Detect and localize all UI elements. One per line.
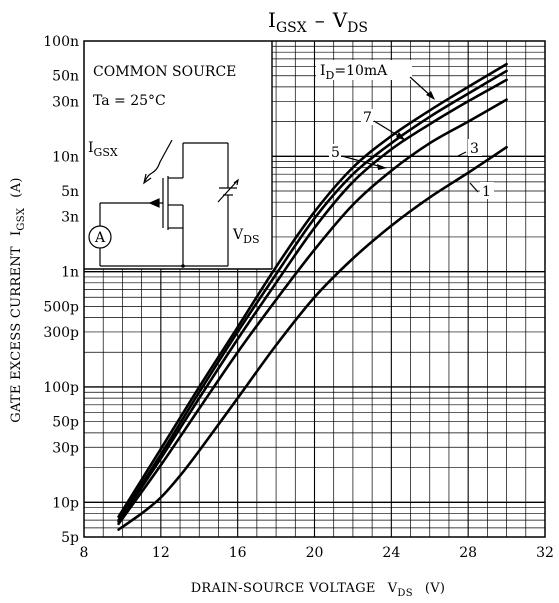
- inset-temperature: Ta = 25°C: [93, 93, 166, 109]
- variable-arrow: [217, 179, 239, 203]
- ground-node: [181, 264, 185, 268]
- series-line-3: [117, 98, 508, 526]
- leader-5: [341, 155, 383, 168]
- x-tick-label: 16: [229, 545, 247, 561]
- curve-label-10ma: ID=10mA: [320, 63, 388, 82]
- x-tick-label: 24: [382, 545, 400, 561]
- inset-vds-label: VDS: [232, 227, 259, 246]
- curve-label-3: 3: [470, 141, 479, 157]
- x-axis-label: DRAIN-SOURCE VOLTAGE VDS (V): [191, 581, 446, 599]
- y-tick-label: 5n: [61, 184, 79, 200]
- x-tick-label: 20: [306, 545, 324, 561]
- x-tick-label: 28: [459, 545, 477, 561]
- label-1-background: [480, 182, 494, 199]
- y-tick-label: 100p: [43, 380, 79, 396]
- label-5-background: [329, 144, 341, 160]
- x-tick-label: 8: [80, 545, 89, 561]
- leader-7-arrow: [396, 132, 406, 141]
- circuit-schematic: [88, 139, 239, 267]
- label-10ma-background: [316, 60, 412, 80]
- x-tick-label: 32: [536, 545, 554, 561]
- label-7-background: [361, 109, 373, 125]
- y-tick-label: 300p: [43, 325, 79, 341]
- y-tick-label: 3n: [61, 210, 79, 226]
- major-grid: [84, 41, 545, 537]
- series-line-7: [117, 69, 508, 522]
- y-tick-label: 50p: [52, 415, 79, 431]
- x-tick-label: 12: [152, 545, 170, 561]
- series-line-10ma: [117, 62, 508, 518]
- inset-common-source: COMMON SOURCE: [93, 64, 236, 80]
- series-line-5: [117, 78, 508, 523]
- inset-igsx-label: IGSX: [88, 140, 118, 159]
- curve-label-5: 5: [331, 145, 340, 161]
- y-tick-label: 100n: [43, 34, 79, 50]
- y-tick-label: 10p: [52, 495, 79, 511]
- y-tick-label: 30p: [52, 440, 79, 456]
- y-tick-label: 50n: [52, 69, 79, 85]
- series-lines: [117, 62, 508, 531]
- series-line-1: [117, 145, 508, 531]
- curve-label-7: 7: [363, 110, 372, 126]
- leader-10ma-arrow: [426, 91, 435, 100]
- igsx-arrow-head: [143, 173, 152, 185]
- y-tick-label: 500p: [43, 299, 79, 315]
- plot-frame: [83, 40, 546, 538]
- igsx-arrow-curve: [144, 139, 173, 182]
- curve-labels: ID=10mA 7 5 3 1: [316, 60, 494, 200]
- curve-label-1: 1: [482, 184, 491, 200]
- leader-5-arrow: [377, 164, 387, 170]
- y-tick-label: 10n: [52, 149, 79, 165]
- current-arrow-head: [148, 198, 160, 208]
- label-3-background: [468, 139, 482, 156]
- y-tick-label: 5p: [61, 530, 79, 546]
- chart-title: IGSX – VDS: [268, 8, 368, 36]
- inset-diagram: COMMON SOURCE Ta = 25°C IGSX VDS: [84, 41, 273, 270]
- variable-arrow-head: [233, 178, 239, 186]
- y-axis-label: GATE EXCESS CURRENTIGSX(A): [9, 177, 27, 422]
- y-tick-label: 1n: [61, 265, 79, 281]
- inset-background: [84, 41, 272, 269]
- y-tick-label: 30n: [52, 94, 79, 110]
- ammeter-circle: [88, 225, 112, 249]
- axis-ticks: 8 12 16 20 24 28 32 100n 50n 30n 10n 5n 3n 1n 500p 300p…: [43, 34, 554, 561]
- ammeter-label: A: [94, 230, 106, 246]
- leader-1: [469, 182, 479, 193]
- leader-3: [457, 151, 467, 157]
